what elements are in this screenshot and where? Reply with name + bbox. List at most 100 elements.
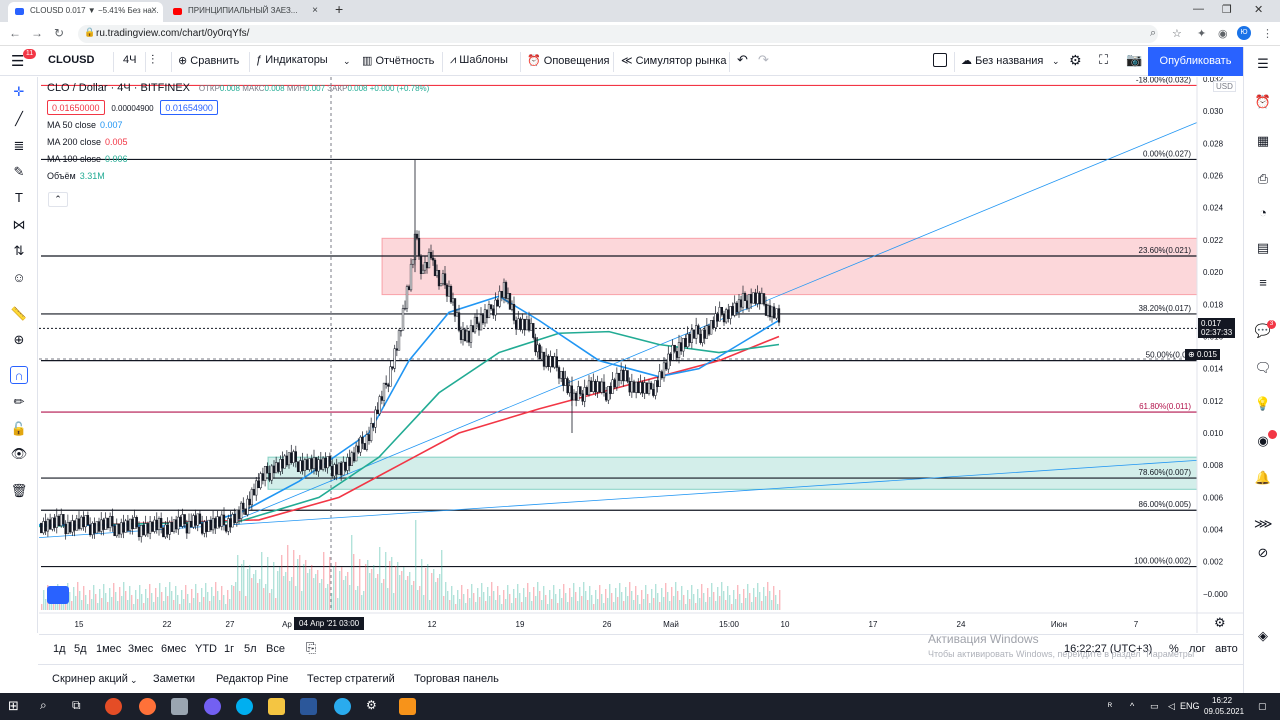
range-5d[interactable]: 5д [74,643,87,655]
trend-line-icon[interactable]: ╱ [15,111,23,126]
word-icon[interactable] [300,698,317,715]
range-all[interactable]: Все [266,643,285,655]
range-6m[interactable]: 6мес [161,643,187,655]
chevron-down-icon[interactable]: ⌄ [130,675,138,685]
files-icon[interactable] [171,698,188,715]
tab-stock-screener[interactable]: Скринер акций [52,673,128,685]
tab-trading-panel[interactable]: Торговая панель [414,673,499,685]
browser-tab-youtube[interactable]: ПРИНЦИПИАЛЬНЫЙ ЗАЕЗ... × [166,2,324,22]
undo-icon[interactable]: ↶ [737,52,748,67]
main-menu-icon[interactable]: ☰ [11,53,25,70]
reload-icon[interactable]: ↻ [54,26,65,40]
folder-icon[interactable] [268,698,285,715]
taskbar-time[interactable]: 16:22 [1212,696,1233,705]
alerts-clock-icon[interactable]: ⏰ [1254,94,1272,109]
extensions-icon[interactable]: ✦ [1197,28,1207,40]
forward-arrow-icon[interactable]: → [31,26,43,40]
compare-button[interactable]: ⊕ Сравнить [178,54,239,67]
telegram-icon[interactable] [334,698,351,715]
close-tab-icon[interactable]: × [151,5,157,16]
replay-button[interactable]: ≪ Симулятор рынка [621,54,726,67]
tab-pine-editor[interactable]: Редактор Pine [216,673,289,685]
layout-name-button[interactable]: ☁ Без названия [961,54,1043,67]
log-toggle[interactable]: лог [1189,643,1206,655]
ideas-icon[interactable]: ≡ [1259,275,1267,290]
range-ytd[interactable]: YTD [195,643,217,655]
profile-avatar[interactable]: Ю [1237,26,1251,40]
prediction-icon[interactable]: ⇅ [13,243,25,258]
skype-icon[interactable] [236,698,253,715]
indicators-button[interactable]: ƒ Индикаторы [256,54,328,66]
volume-icon[interactable]: ◁ [1168,701,1175,711]
close-tab-icon[interactable]: × [312,5,318,16]
browser-menu-icon[interactable]: ⋮ [1262,28,1273,40]
live-stream-icon[interactable]: ◉ [1257,433,1269,448]
pattern-icon[interactable]: ⋈ [12,217,26,232]
camera-icon[interactable]: 📷 [1126,52,1143,67]
range-1m[interactable]: 1мес [96,643,122,655]
tab-strategy-tester[interactable]: Тестер стратегий [307,673,395,685]
percent-toggle[interactable]: % [1169,643,1179,655]
tray-chevron-icon[interactable]: ^ [1130,701,1135,711]
zoom-in-icon[interactable]: ⊕ [13,332,25,347]
interval-button[interactable]: 4Ч [123,54,137,66]
sell-price-box[interactable]: 0.01650000 [47,100,105,115]
currency-label[interactable]: USD [1213,81,1236,92]
trash-icon[interactable]: 🗑 [10,483,28,498]
windows-start-icon[interactable]: ⊞ [8,698,19,713]
fullscreen-icon[interactable]: ⛶ [1099,52,1109,67]
notification-icon[interactable]: ▢ [1258,701,1267,711]
redo-icon[interactable]: ↷ [758,52,769,67]
url-input[interactable]: 🔒 ru.tradingview.com/chart/0y0rqYfs/ [78,25,1158,43]
notifications-bell-icon[interactable]: 🔔 [1254,470,1272,485]
opera-icon[interactable]: ◉ [1218,28,1228,40]
chrome-icon[interactable] [105,698,122,715]
new-tab-button[interactable]: + [335,1,344,17]
language-indicator[interactable]: ENG [1180,701,1200,711]
financials-button[interactable]: ▥ Отчётность [362,54,434,67]
taskbar-date[interactable]: 09.05.2021 [1204,707,1245,716]
templates-button[interactable]: ⩘ Шаблоны [450,54,508,67]
collapse-legend-button[interactable]: ⌃ [48,192,68,207]
streams-icon[interactable]: 🗨 [1254,360,1272,375]
chevron-down-icon[interactable]: ⌄ [343,56,351,66]
lock-drawing-icon[interactable]: ✏ [13,394,25,409]
tab-notes[interactable]: Заметки [153,673,196,685]
goto-date-icon[interactable]: ⎘ [306,640,317,655]
maximize-button[interactable]: ❐ [1222,4,1232,16]
price-chart[interactable]: -18.00%(0.032) 0.00%(0.027) 23.60%(0.021) 3… [39,77,1243,633]
eye-icon[interactable]: 👁 [10,446,28,461]
firefox-icon[interactable] [139,698,156,715]
indicator-ma50[interactable]: MA 50 close 0.007 [47,120,123,130]
lightbulb-icon[interactable]: 💡 [1254,396,1272,411]
layout-select-icon[interactable] [933,53,947,67]
calendar-icon[interactable]: ◔ [1259,205,1267,220]
back-arrow-icon[interactable]: ← [9,26,21,40]
viber-icon[interactable] [204,698,221,715]
settings-gear-icon[interactable]: ⚙ [1069,52,1082,68]
auto-toggle[interactable]: авто [1215,643,1238,655]
minimize-button[interactable]: — [1193,3,1204,15]
help-icon[interactable]: ⊘ [1257,545,1269,560]
text-tool-icon[interactable]: T [15,190,23,205]
lock-icon[interactable]: 🔓 [10,421,28,436]
chevron-down-icon[interactable]: ⌄ [1052,56,1060,66]
range-1y[interactable]: 1г [224,643,235,655]
search-icon[interactable]: ⌕ [40,698,47,712]
chart-pane[interactable]: -18.00%(0.032) 0.00%(0.027) 23.60%(0.021) 3… [39,77,1243,633]
magnet-icon[interactable]: ∩ [10,366,28,384]
hotlist-icon[interactable]: ⎙ [1257,171,1269,186]
watchlist-icon[interactable]: ☰ [1257,56,1269,71]
range-5y[interactable]: 5л [244,643,257,655]
drawing-templates-icon[interactable]: ⋙ [1254,516,1273,531]
buy-price-box[interactable]: 0.01654900 [160,100,218,115]
clock-time[interactable]: 16:22:27 (UTC+3) [1064,643,1153,655]
zoom-icon[interactable]: ⌕ [1150,27,1157,39]
crosshair-icon[interactable]: ✛ [13,84,25,99]
data-window-icon[interactable]: ▦ [1256,133,1270,148]
symbol-title[interactable]: CLO / Dollar · 4Ч · BITFINEX [47,82,191,94]
network-icon[interactable]: ▭ [1150,701,1159,711]
settings-gear-icon[interactable]: ⚙ [366,698,377,712]
alerts-button[interactable]: ⏰ Оповещения [527,54,609,67]
ruler-icon[interactable]: 📏 [10,306,28,321]
